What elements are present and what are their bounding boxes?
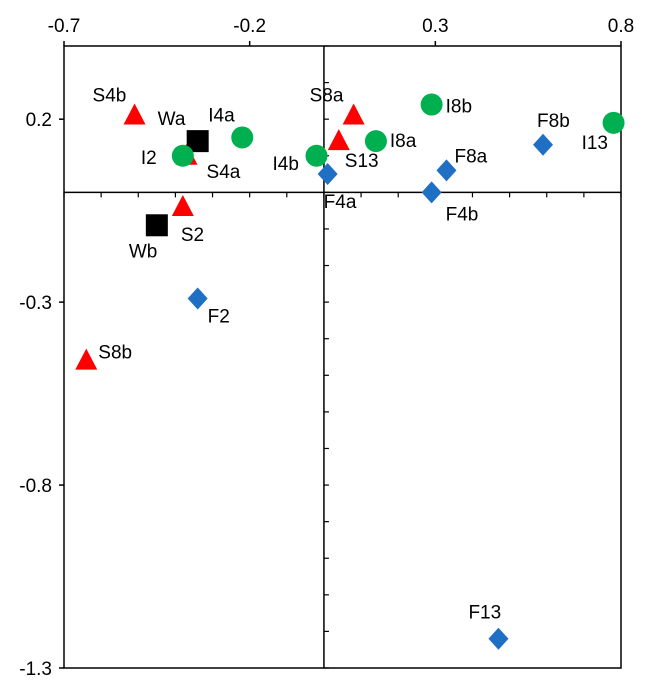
point-label: I8b bbox=[446, 97, 472, 118]
point-label: Wa bbox=[158, 109, 186, 130]
point-s8a-triangle bbox=[342, 103, 365, 125]
data-points bbox=[75, 93, 625, 650]
point-label: F8a bbox=[454, 146, 487, 167]
point-label: I13 bbox=[582, 133, 608, 154]
point-f8b-diamond bbox=[533, 133, 554, 156]
point-label: I8a bbox=[390, 131, 417, 152]
point-i13-circle bbox=[602, 111, 625, 134]
point-f2-diamond bbox=[187, 287, 208, 310]
point-label: I4b bbox=[273, 154, 299, 175]
point-label: I4a bbox=[208, 105, 235, 126]
point-label: F4b bbox=[446, 204, 479, 225]
point-label: I2 bbox=[141, 148, 157, 169]
x-tick-label: 0.3 bbox=[422, 16, 448, 37]
x-tick-label: -0.2 bbox=[233, 16, 266, 37]
point-f13-diamond bbox=[488, 627, 509, 650]
point-s8b-triangle bbox=[75, 348, 98, 370]
point-i2-circle bbox=[171, 144, 194, 167]
point-f8a-diamond bbox=[436, 159, 457, 182]
point-label: S2 bbox=[181, 225, 204, 246]
point-f4b-diamond bbox=[421, 181, 442, 204]
point-i4b-circle bbox=[305, 144, 328, 167]
point-label: S8a bbox=[310, 86, 344, 107]
point-s13-triangle bbox=[327, 129, 350, 151]
point-label: F8b bbox=[537, 111, 570, 132]
point-s2-triangle bbox=[171, 194, 194, 216]
y-tick-label: 0.2 bbox=[26, 110, 52, 131]
y-tick-label: -0.3 bbox=[19, 293, 52, 314]
point-label: S8b bbox=[98, 343, 132, 364]
point-label: S4b bbox=[93, 86, 127, 107]
point-label: Wb bbox=[129, 241, 158, 262]
point-f4a-diamond bbox=[317, 163, 338, 186]
point-label: S4a bbox=[207, 162, 241, 183]
point-wa-square bbox=[186, 130, 209, 153]
x-tick-label: -0.7 bbox=[48, 16, 81, 37]
tick-labels: -0.7 -0.2 0.3 0.8 0.2 -0.3 -0.8 -1.3 bbox=[19, 16, 634, 680]
x-tick-label: 0.8 bbox=[608, 16, 634, 37]
point-s4b-triangle bbox=[123, 103, 146, 125]
point-labels: S4b S4a S2 S8b S8a S13 Wa Wb I4a I2 I4b I8a I8b I13 F4… bbox=[93, 86, 608, 624]
point-i8b-circle bbox=[420, 93, 443, 116]
point-i8a-circle bbox=[364, 130, 387, 153]
point-wb-square bbox=[145, 214, 168, 237]
point-label: F13 bbox=[468, 603, 501, 624]
plot-frame bbox=[63, 45, 622, 669]
point-label: S13 bbox=[345, 151, 379, 172]
y-tick-label: -0.8 bbox=[19, 476, 52, 497]
y-tick-label: -1.3 bbox=[19, 659, 52, 680]
point-i4a-circle bbox=[231, 126, 254, 149]
axes bbox=[59, 41, 622, 669]
point-label: F2 bbox=[208, 306, 230, 327]
point-label: F4a bbox=[324, 192, 357, 213]
